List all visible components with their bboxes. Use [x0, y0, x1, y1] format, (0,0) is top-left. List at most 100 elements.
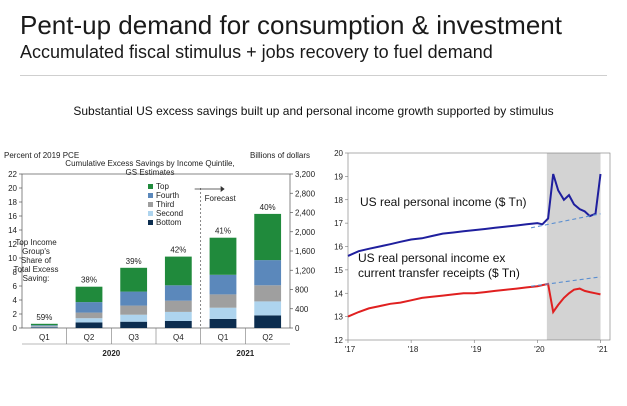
- trend-line-0: [530, 213, 601, 229]
- section-caption: Substantial US excess savings built up a…: [73, 104, 554, 118]
- x-tick-label: '17: [345, 345, 356, 354]
- title-divider: [20, 75, 607, 76]
- series-label-line-1: US real personal income ex: [358, 251, 505, 265]
- right-tick-label: 2,000: [295, 228, 316, 237]
- legend-label-top: Top: [156, 182, 169, 191]
- x-tick-label: Q2: [84, 333, 95, 342]
- excess-savings-chart: Percent of 2019 PCE Billions of dollars Cu…: [4, 151, 316, 358]
- page-title: Pent-up demand for consumption & investm…: [20, 10, 562, 40]
- year-label: 2021: [236, 349, 254, 358]
- x-tick-label: Q2: [262, 333, 273, 342]
- x-tick-label: Q3: [128, 333, 139, 342]
- left-axis-label: Percent of 2019 PCE: [4, 151, 79, 160]
- y-tick-label: 14: [334, 289, 343, 298]
- right-axis-label: Billions of dollars: [250, 151, 310, 160]
- bar-segment-second: [30, 326, 58, 328]
- bar-segment-bottom: [120, 321, 148, 328]
- trend-line-1: [531, 276, 601, 287]
- bar-segment-top: [75, 286, 103, 303]
- y-tick-label: 16: [334, 243, 343, 252]
- top-share-label: 59%: [36, 313, 52, 322]
- bar-segment-fourth: [164, 285, 192, 301]
- y-tick-label: 20: [334, 149, 343, 158]
- series-line-0: [347, 173, 602, 257]
- left-tick-label: 22: [8, 170, 17, 179]
- left-tick-label: 20: [8, 184, 17, 193]
- legend-swatch-second: [148, 211, 153, 216]
- bar-segment-top: [254, 213, 282, 261]
- chart-title-line-1: Cumulative Excess Savings by Income Quin…: [65, 159, 234, 168]
- series-label-personal-income: US real personal income ($ Tn): [360, 195, 527, 209]
- bar-segment-fourth: [254, 260, 282, 286]
- y-tick-label: 15: [334, 266, 343, 275]
- x-tick-label: Q4: [173, 333, 184, 342]
- left-tick-label: 0: [13, 324, 18, 333]
- legend-swatch-fourth: [148, 193, 153, 198]
- x-tick-label: Q1: [218, 333, 229, 342]
- annotation-line: Saving:: [23, 274, 50, 283]
- bar-segment-third: [209, 294, 237, 308]
- bar-segment-top: [30, 323, 58, 326]
- left-tick-label: 2: [13, 310, 18, 319]
- left-tick-label: 12: [8, 240, 17, 249]
- bar-segment-top: [209, 237, 237, 275]
- legend-swatch-top: [148, 184, 153, 189]
- legend-swatch-third: [148, 202, 153, 207]
- top-share-annotation: Top Income Group's Share of Total Excess Sav…: [14, 238, 59, 283]
- right-tick-label: 1,200: [295, 266, 316, 275]
- left-tick-label: 10: [8, 254, 17, 263]
- top-share-label: 41%: [215, 227, 231, 236]
- bar-segment-third: [30, 325, 58, 327]
- chart-title: Cumulative Excess Savings by Income Quin…: [65, 159, 234, 177]
- left-tick-label: 16: [8, 212, 17, 221]
- y-tick-label: 12: [334, 336, 343, 345]
- x-tick-label: '19: [471, 345, 482, 354]
- top-share-label: 40%: [260, 203, 276, 212]
- bar-segment-top: [120, 267, 148, 292]
- left-tick-label: 4: [13, 296, 18, 305]
- annotation-line: Share of: [21, 256, 52, 265]
- legend-label-third: Third: [156, 200, 174, 209]
- bar-segment-third: [120, 305, 148, 315]
- bar-segment-fourth: [75, 302, 103, 313]
- right-tick-label: 800: [295, 286, 309, 295]
- bar-segment-fourth: [30, 325, 58, 326]
- bar-segment-bottom: [30, 327, 58, 328]
- series-label-ex-transfers: US real personal income ex current transf…: [358, 251, 520, 280]
- y-tick-label: 17: [334, 219, 343, 228]
- left-tick-label: 14: [8, 226, 17, 235]
- bar-segment-third: [254, 285, 282, 302]
- x-tick-label: '20: [534, 345, 545, 354]
- legend-label-bottom: Bottom: [156, 218, 182, 227]
- series-line-1: [347, 282, 601, 318]
- x-tick-label: Q1: [39, 333, 50, 342]
- right-tick-label: 2,800: [295, 189, 316, 198]
- top-share-label: 38%: [81, 276, 97, 285]
- personal-income-chart: 12 13 14 15 16 17 18 19 20 '17 '18 '19 '20 '21 US real…: [334, 149, 611, 354]
- series-label-line-2: current transfer receipts ($ Tn): [358, 266, 520, 280]
- bar-segment-fourth: [120, 291, 148, 306]
- annotation-line: Top Income: [15, 238, 57, 247]
- left-tick-label: 18: [8, 198, 17, 207]
- forecast-label: Forecast: [205, 194, 237, 203]
- right-tick-label: 1,600: [295, 247, 316, 256]
- bar-segment-second: [164, 311, 192, 321]
- bar-segment-second: [254, 301, 282, 316]
- legend-label-second: Second: [156, 209, 183, 218]
- bar-segment-third: [75, 312, 103, 319]
- annotation-line: Total Excess: [14, 265, 59, 274]
- bar-segment-fourth: [209, 274, 237, 295]
- bar-segment-second: [120, 314, 148, 322]
- top-share-label: 39%: [126, 257, 142, 266]
- bar-segment-third: [164, 300, 192, 312]
- bar-segment-bottom: [254, 315, 282, 328]
- bar-segment-second: [209, 307, 237, 319]
- bar-segment-second: [75, 318, 103, 323]
- right-tick-label: 3,200: [295, 170, 316, 179]
- left-tick-label: 6: [13, 282, 18, 291]
- x-tick-label: '21: [597, 345, 608, 354]
- bar-segment-bottom: [209, 318, 237, 328]
- bar-segment-bottom: [75, 322, 103, 328]
- forecast-arrowhead: [220, 186, 225, 192]
- y-tick-label: 19: [334, 172, 343, 181]
